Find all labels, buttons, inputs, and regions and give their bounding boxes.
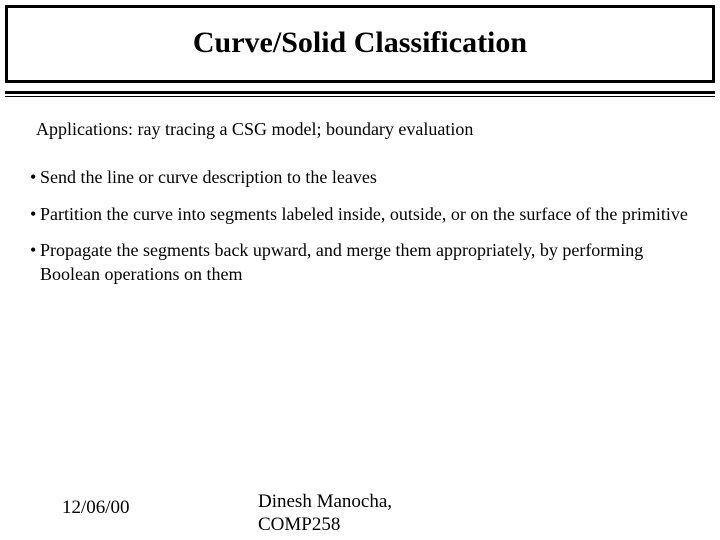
slide-title: Curve/Solid Classification — [8, 26, 712, 60]
intro-text: Applications: ray tracing a CSG model; b… — [36, 117, 690, 141]
slide: Curve/Solid Classification Applications:… — [0, 5, 720, 540]
footer-author: Dinesh Manocha, COMP258 — [258, 491, 518, 537]
divider-thick — [5, 91, 715, 94]
list-item: Partition the curve into segments labele… — [30, 202, 690, 226]
author-line1: Dinesh Manocha, — [258, 491, 392, 512]
content-area: Applications: ray tracing a CSG model; b… — [0, 97, 720, 286]
author-line2: COMP258 — [258, 514, 340, 535]
bullet-list: Send the line or curve description to th… — [30, 165, 690, 286]
list-item: Propagate the segments back upward, and … — [30, 238, 690, 287]
title-frame: Curve/Solid Classification — [5, 5, 715, 83]
footer-date: 12/06/00 — [62, 497, 130, 519]
list-item: Send the line or curve description to th… — [30, 165, 690, 189]
